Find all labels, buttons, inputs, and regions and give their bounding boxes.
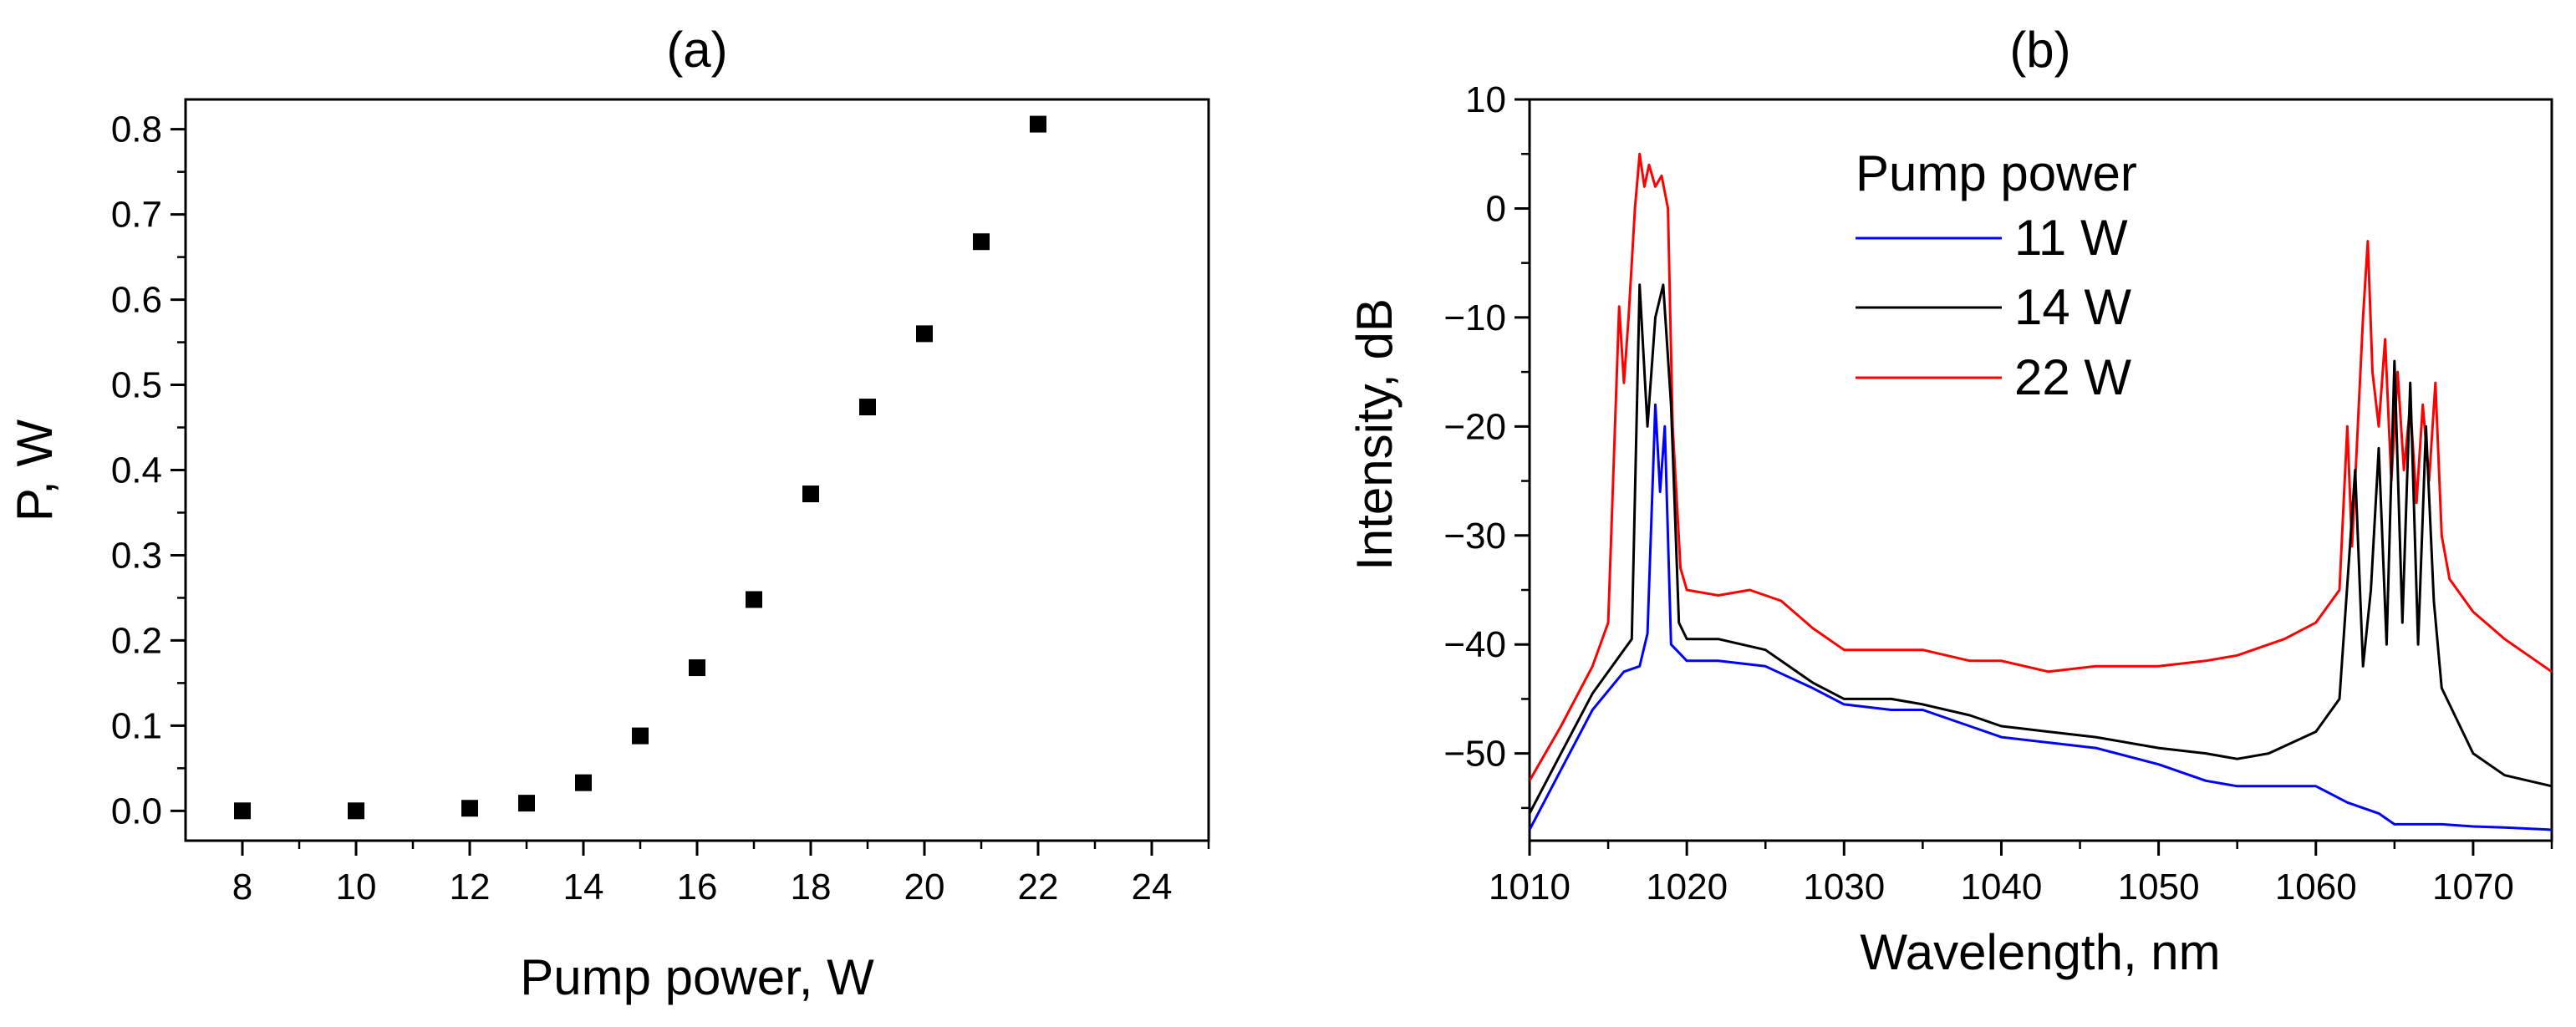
chart-a-point bbox=[859, 399, 876, 416]
legend-label: 22 W bbox=[2014, 349, 2131, 405]
chart-a-point bbox=[916, 325, 933, 343]
chart-b-y-tick-label: −50 bbox=[1443, 734, 1506, 775]
chart-a-x-tick-label: 14 bbox=[563, 867, 604, 908]
chart-a-x-tick-label: 22 bbox=[1018, 867, 1059, 908]
legend-label: 14 W bbox=[2014, 279, 2131, 335]
chart-a-y-tick-label: 0.2 bbox=[111, 620, 162, 661]
chart-a-x-tick-label: 10 bbox=[336, 867, 377, 908]
chart-a-point bbox=[461, 800, 478, 817]
chart-a-point bbox=[632, 727, 649, 745]
chart-b-y-tick-label: −30 bbox=[1443, 516, 1506, 557]
chart-a-point bbox=[973, 233, 990, 251]
chart-b-y-axis-title: Intensity, dB bbox=[1347, 298, 1403, 571]
chart-a-x-tick-label: 8 bbox=[232, 867, 252, 908]
chart-b-y-tick-label: −10 bbox=[1443, 297, 1506, 338]
chart-b-series-line-14-w bbox=[1530, 283, 2552, 815]
chart-b-y-tick-label: 10 bbox=[1465, 79, 1506, 120]
chart-b-lines bbox=[1530, 152, 2552, 831]
chart-b-title: (b) bbox=[2009, 22, 2070, 78]
chart-a-point bbox=[575, 774, 592, 791]
chart-a-x-tick-label: 24 bbox=[1132, 867, 1173, 908]
chart-a-point bbox=[802, 486, 819, 503]
chart-a-y-tick-label: 0.0 bbox=[111, 791, 162, 831]
chart-a-x-axis-title: Pump power, W bbox=[520, 949, 874, 1005]
chart-b-y-tick-label: −20 bbox=[1443, 406, 1506, 447]
chart-a-y-tick-label: 0.4 bbox=[111, 450, 162, 491]
chart-a-point bbox=[746, 591, 762, 608]
chart-a-x-tick-label: 12 bbox=[450, 867, 491, 908]
chart-b-x-tick-label: 1040 bbox=[1961, 867, 2043, 908]
chart-b-plot-frame bbox=[1528, 98, 2553, 842]
chart-a-points bbox=[234, 115, 1046, 820]
legend-title: Pump power bbox=[1856, 145, 2137, 201]
chart-b-x-tick-label: 1010 bbox=[1489, 867, 1571, 908]
chart-a-y-tick-label: 0.6 bbox=[111, 280, 162, 321]
chart-b-series-line-11-w bbox=[1530, 403, 2552, 831]
chart-a-y-tick-label: 0.7 bbox=[111, 195, 162, 236]
chart-b: (b) Wavelength, nm Intensity, dB 1010 102… bbox=[1347, 22, 2553, 980]
chart-b-y-tick-label: 0 bbox=[1486, 188, 1506, 229]
chart-b-x-tick-label: 1060 bbox=[2275, 867, 2357, 908]
chart-a-point bbox=[234, 802, 251, 820]
chart-a-ticks: 8 10 12 14 16 18 20 22 24 0.0 0.1 0.2 0.3 0.4 0.5 0.6 0.… bbox=[111, 109, 1210, 908]
chart-b-x-tick-label: 1020 bbox=[1646, 867, 1728, 908]
chart-b-x-axis-title: Wavelength, nm bbox=[1860, 924, 2220, 980]
legend-label: 11 W bbox=[2014, 210, 2128, 266]
chart-a: (a) Pump power, W P, W 8 10 12 14 16 18 20 22 24… bbox=[7, 22, 1210, 1005]
chart-b-x-tick-label: 1070 bbox=[2432, 867, 2514, 908]
chart-a-point bbox=[348, 802, 364, 820]
chart-a-y-tick-label: 0.1 bbox=[111, 705, 162, 746]
chart-b-y-tick-label: −40 bbox=[1443, 624, 1506, 665]
chart-b-x-tick-label: 1050 bbox=[2118, 867, 2200, 908]
chart-a-y-tick-label: 0.5 bbox=[111, 365, 162, 406]
chart-a-plot-frame bbox=[184, 98, 1210, 842]
chart-a-point bbox=[689, 659, 705, 677]
chart-a-x-tick-label: 20 bbox=[904, 867, 945, 908]
chart-a-y-tick-label: 0.3 bbox=[111, 535, 162, 576]
chart-a-y-axis-title: P, W bbox=[7, 419, 63, 522]
chart-b-legend: Pump power 11 W 14 W 22 W bbox=[1856, 145, 2137, 405]
chart-a-title: (a) bbox=[666, 22, 727, 78]
chart-b-series-line-22-w bbox=[1530, 152, 2552, 782]
chart-b-ticks: 1010 1020 1030 1040 1050 1060 1070 10 0 −10 −20 −30… bbox=[1443, 79, 2553, 908]
chart-b-x-tick-label: 1030 bbox=[1803, 867, 1885, 908]
chart-a-x-tick-label: 16 bbox=[677, 867, 718, 908]
chart-a-point bbox=[1030, 115, 1046, 133]
chart-a-y-tick-label: 0.8 bbox=[111, 109, 162, 150]
chart-a-point bbox=[518, 795, 535, 812]
chart-a-x-tick-label: 18 bbox=[791, 867, 832, 908]
